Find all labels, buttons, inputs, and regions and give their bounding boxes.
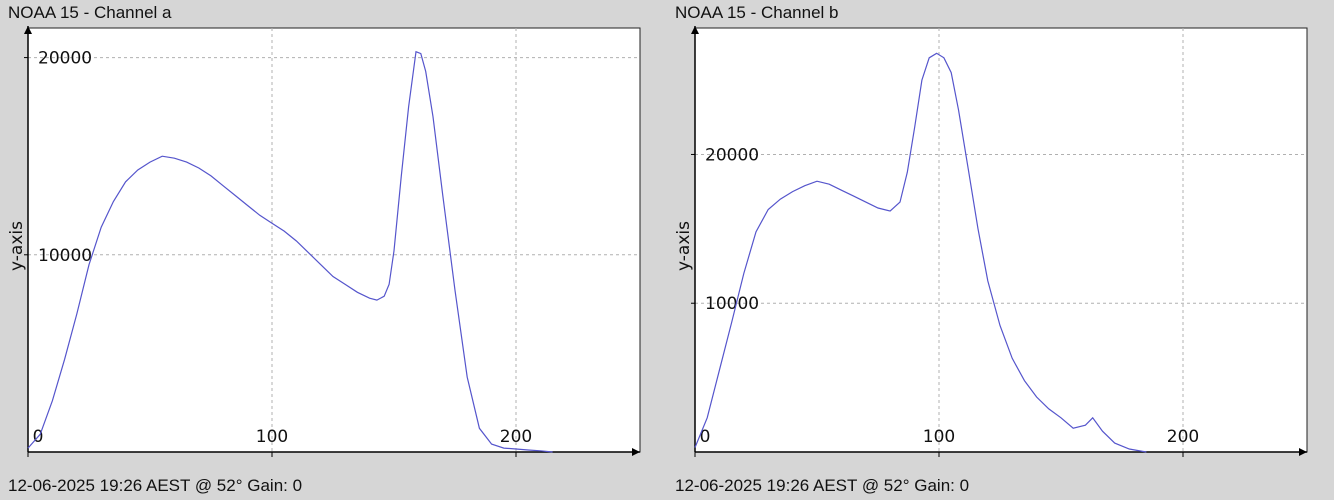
y-tick-label: 20000: [705, 145, 759, 165]
series-line: [27, 50, 553, 453]
y-axis-label: y-axis: [6, 221, 27, 271]
y-tick-label: 10000: [38, 246, 92, 266]
plot-area: 0 100 200 10000 20000: [691, 26, 1308, 457]
chart-panel-channel-a: NOAA 15 - Channel a 0 100 200 10000 20000 y-…: [0, 0, 660, 500]
y-axis-arrow: [24, 26, 32, 34]
x-tick-label: 100: [923, 427, 955, 447]
chart-panel-channel-b: NOAA 15 - Channel b 0 100 200 10000 20000 y-…: [667, 0, 1334, 500]
chart-title: NOAA 15 - Channel a: [8, 3, 172, 22]
y-tick-label: 20000: [38, 49, 92, 69]
chart-footer: 12-06-2025 19:26 AEST @ 52° Gain: 0: [8, 476, 303, 495]
series-line: [694, 52, 1147, 453]
y-tick-label: 10000: [705, 294, 759, 314]
y-axis-label: y-axis: [673, 221, 694, 271]
x-axis-arrow: [1299, 448, 1307, 456]
plot-background: [27, 27, 641, 453]
x-tick-label: 200: [1167, 427, 1199, 447]
chart-title: NOAA 15 - Channel b: [675, 3, 839, 22]
y-axis-arrow: [691, 26, 699, 34]
x-tick-label: 100: [256, 427, 288, 447]
x-tick-label: 0: [700, 427, 711, 447]
x-axis-arrow: [632, 448, 640, 456]
plot-background: [694, 27, 1308, 453]
chart-footer: 12-06-2025 19:26 AEST @ 52° Gain: 0: [675, 476, 970, 495]
x-tick-label: 200: [500, 427, 532, 447]
